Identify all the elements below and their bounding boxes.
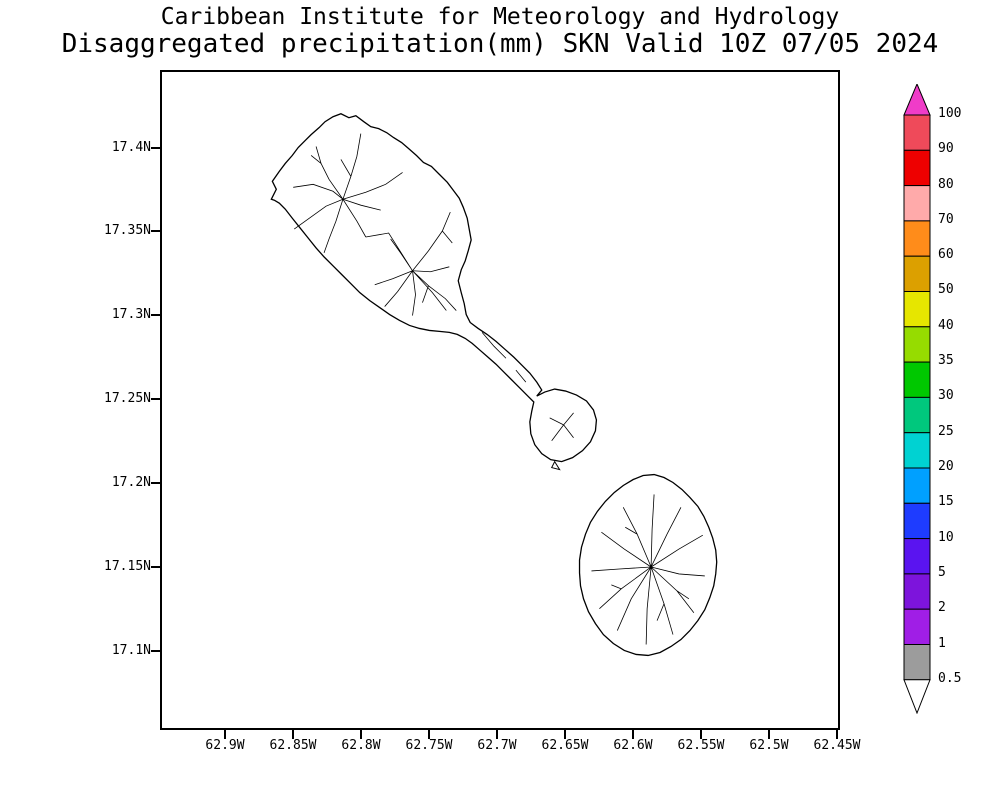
x-axis-label: 62.85W	[269, 738, 317, 753]
colorbar-segment	[903, 608, 931, 646]
islands-map	[270, 113, 718, 657]
x-axis-label: 62.65W	[541, 738, 589, 753]
x-tick	[292, 730, 294, 739]
nevis-rivers	[591, 494, 705, 645]
x-tick	[428, 730, 430, 739]
x-tick	[836, 730, 838, 739]
colorbar-segment	[903, 467, 931, 504]
colorbar-arrow-down	[903, 679, 931, 714]
colorbar-label: 80	[938, 177, 954, 192]
x-tick	[700, 730, 702, 739]
colorbar-arrow-up	[903, 84, 931, 116]
colorbar-segment	[903, 114, 931, 151]
colorbar-label: 10	[938, 530, 954, 545]
y-tick	[151, 650, 160, 652]
y-tick	[151, 314, 160, 316]
y-tick	[151, 398, 160, 400]
colorbar-segment	[903, 573, 931, 610]
map-plot-area	[160, 70, 840, 730]
colorbar-label: 70	[938, 212, 954, 227]
x-tick	[564, 730, 566, 739]
colorbar-label: 90	[938, 141, 954, 156]
colorbar-label: 15	[938, 494, 954, 509]
colorbar-segment	[903, 396, 931, 434]
y-tick	[151, 482, 160, 484]
st-kitts-rivers	[293, 133, 574, 441]
st-kitts-island	[270, 113, 598, 471]
y-axis-label: 17.15N	[104, 559, 151, 574]
st-kitts-coastline	[270, 113, 598, 463]
x-axis-label: 62.9W	[205, 738, 245, 753]
colorbar-segment	[903, 255, 931, 292]
x-axis-label: 62.6W	[613, 738, 653, 753]
peninsula-islet	[550, 460, 561, 471]
y-tick	[151, 147, 160, 149]
colorbar-label: 30	[938, 388, 954, 403]
product-title: Disaggregated precipitation(mm) SKN Vali…	[61, 29, 939, 59]
y-axis-label: 17.1N	[111, 643, 151, 658]
colorbar-label: 25	[938, 424, 954, 439]
colorbar-segment	[903, 149, 931, 187]
y-axis-label: 17.2N	[111, 475, 151, 490]
y-tick	[151, 566, 160, 568]
y-axis-label: 17.35N	[104, 223, 151, 238]
y-axis-label: 17.4N	[111, 140, 151, 155]
x-tick	[496, 730, 498, 739]
colorbar-label: 1	[938, 636, 946, 651]
colorbar-segment	[903, 432, 931, 469]
colorbar-label: 5	[938, 565, 946, 580]
x-tick	[768, 730, 770, 739]
colorbar-label: 35	[938, 353, 954, 368]
colorbar-label: 100	[938, 106, 962, 121]
colorbar-label: 0.5	[938, 671, 962, 686]
colorbar-label: 60	[938, 247, 954, 262]
x-axis-label: 62.55W	[677, 738, 725, 753]
y-tick	[151, 230, 160, 232]
x-axis-label: 62.7W	[477, 738, 517, 753]
colorbar-label: 50	[938, 282, 954, 297]
colorbar-segment	[903, 644, 931, 681]
x-tick	[360, 730, 362, 739]
colorbar-segment	[903, 220, 931, 257]
colorbar-segment	[903, 502, 931, 540]
colorbar-segment	[903, 326, 931, 363]
x-tick	[632, 730, 634, 739]
colorbar	[902, 84, 932, 714]
colorbar-scale	[903, 84, 931, 714]
x-tick	[224, 730, 226, 739]
nevis-island	[578, 473, 718, 657]
colorbar-label: 2	[938, 600, 946, 615]
x-axis-label: 62.5W	[749, 738, 789, 753]
x-axis-label: 62.75W	[405, 738, 453, 753]
institute-title: Caribbean Institute for Meteorology and …	[160, 4, 840, 30]
colorbar-segment	[903, 538, 931, 575]
colorbar-segment	[903, 291, 931, 328]
y-axis-label: 17.25N	[104, 391, 151, 406]
y-axis-label: 17.3N	[111, 307, 151, 322]
colorbar-segment	[903, 361, 931, 398]
colorbar-label: 40	[938, 318, 954, 333]
colorbar-label: 20	[938, 459, 954, 474]
colorbar-segment	[903, 185, 931, 222]
x-axis-label: 62.8W	[341, 738, 381, 753]
x-axis-label: 62.45W	[813, 738, 861, 753]
